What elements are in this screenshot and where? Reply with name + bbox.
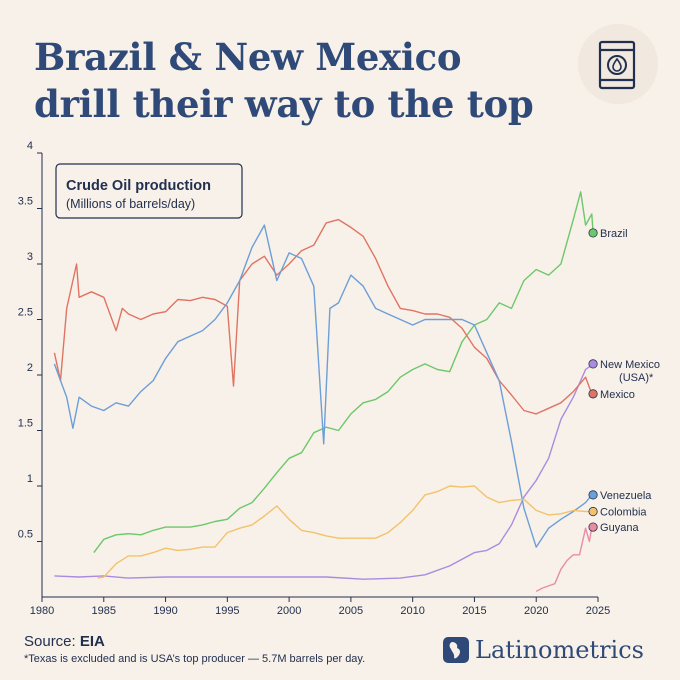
x-tick-label: 1985 (92, 605, 116, 617)
colombia-flag-icon (588, 506, 598, 517)
oil-barrel-icon (578, 24, 658, 104)
series-line-brazil (93, 191, 594, 554)
brand-name: Latinometrics (475, 636, 644, 664)
series-label: Colombia (600, 507, 647, 519)
x-tick-label: 1990 (153, 605, 177, 617)
x-tick-label: 2020 (524, 605, 548, 617)
series-label: New Mexico (600, 359, 660, 371)
y-tick-label: 3.5 (18, 196, 33, 208)
source-line: Source: EIA (24, 633, 105, 650)
footnote: *Texas is excluded and is USA’s top prod… (24, 653, 366, 665)
y-tick-label: 2 (27, 362, 33, 374)
series-line-colombia (97, 485, 592, 579)
series-line-guyana (535, 526, 593, 593)
series-label: Guyana (600, 522, 639, 534)
y-tick-label: 2.5 (18, 307, 33, 319)
chart-axes: 1980 1985 1990 1995 2000 2005 2010 2015 2020 2025… (18, 140, 611, 617)
series-line-mexico (53, 218, 593, 415)
source-name: EIA (79, 633, 105, 650)
series-line-new (54, 363, 594, 580)
series-label: Mexico (600, 389, 635, 401)
x-tick-label: 2000 (277, 605, 301, 617)
production-line-chart: 1980 1985 1990 1995 2000 2005 2010 2015 2020 2025… (18, 140, 660, 617)
series-label: Venezuela (600, 490, 652, 502)
y-tick-label: 1.5 (18, 418, 33, 430)
brand-logo: Latinometrics (443, 636, 644, 664)
chart-series (53, 191, 594, 593)
x-tick-label: 2015 (462, 605, 486, 617)
x-tick-label: 1980 (30, 605, 54, 617)
venezuela-flag-icon (588, 490, 598, 500)
series-line-venezuela (53, 224, 593, 548)
y-tick-label: 4 (27, 140, 33, 152)
chart-title: Crude Oil production (66, 178, 211, 194)
x-tick-label: 1995 (215, 605, 239, 617)
y-tick-label: 1 (27, 473, 33, 485)
x-tick-label: 2025 (586, 605, 610, 617)
y-tick-label: 0.5 (18, 529, 33, 541)
series-label-note: (USA)* (619, 372, 654, 384)
brazil-flag-icon (588, 228, 598, 238)
latinometrics-logo-icon (443, 637, 469, 663)
usa-flag-icon (588, 359, 598, 369)
guyana-flag-icon (588, 522, 598, 532)
chart-series-labels: Brazil New Mexico(USA)* Mexico Venezuela Col… (588, 228, 660, 534)
x-tick-label: 2005 (339, 605, 363, 617)
chart-subtitle: (Millions of barrels/day) (66, 197, 195, 211)
y-tick-label: 3 (27, 251, 33, 263)
source-label: Source: (24, 633, 76, 650)
series-label: Brazil (600, 228, 628, 240)
mexico-flag-icon (588, 389, 598, 399)
page-title: Brazil & New Mexico drill their way to t… (34, 35, 534, 126)
x-tick-label: 2010 (400, 605, 424, 617)
chart-title-box: Crude Oil production (Millions of barrel… (55, 163, 243, 219)
